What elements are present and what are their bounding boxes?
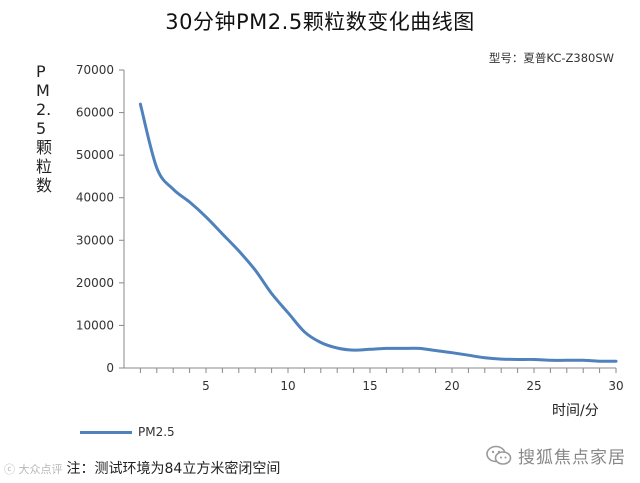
chart-title: 30分钟PM2.5颗粒数变化曲线图 — [165, 10, 475, 34]
legend-swatch — [80, 430, 132, 434]
y-tick-label: 70000 — [76, 63, 114, 77]
x-tick-label: 15 — [362, 379, 377, 393]
x-tick-label: 10 — [280, 379, 295, 393]
y-tick-label: 20000 — [76, 276, 114, 290]
x-tick-label: 5 — [202, 379, 210, 393]
brand-watermark: 搜狐焦点家居 — [486, 443, 626, 468]
x-tick-label: 25 — [526, 379, 541, 393]
x-tick-label: 30 — [608, 379, 623, 393]
footnote: ⓒ 大众点评 注：测试环境为84立方米密闭空间 — [4, 458, 280, 478]
y-tick-label: 50000 — [76, 148, 114, 162]
y-tick-label: 40000 — [76, 191, 114, 205]
series-line-pm25 — [138, 102, 618, 363]
brand-text: 搜狐焦点家居 — [518, 448, 626, 468]
x-axis-label: 时间/分 — [552, 403, 599, 419]
chart-series — [138, 102, 618, 363]
wechat-logo-icon — [486, 445, 512, 467]
y-tick-label: 60000 — [76, 106, 114, 120]
legend-label: PM2.5 — [138, 425, 175, 439]
note-text: 注：测试环境为84立方米密闭空间 — [66, 461, 281, 477]
y-axis-label: PM2.5颗粒数 — [36, 62, 53, 195]
y-tick-label: 0 — [106, 361, 114, 375]
y-tick-label: 10000 — [76, 318, 114, 332]
watermark-left: ⓒ 大众点评 — [4, 463, 63, 476]
model-label: 型号：夏普KC-Z380SW — [488, 51, 614, 65]
chart-ticks: 0 10000 20000 30000 40000 50000 60000 70000 5 10 1… — [76, 63, 624, 393]
x-tick-label: 20 — [444, 379, 459, 393]
legend: PM2.5 — [80, 425, 175, 439]
y-tick-label: 30000 — [76, 233, 114, 247]
chart-axes — [123, 70, 616, 369]
